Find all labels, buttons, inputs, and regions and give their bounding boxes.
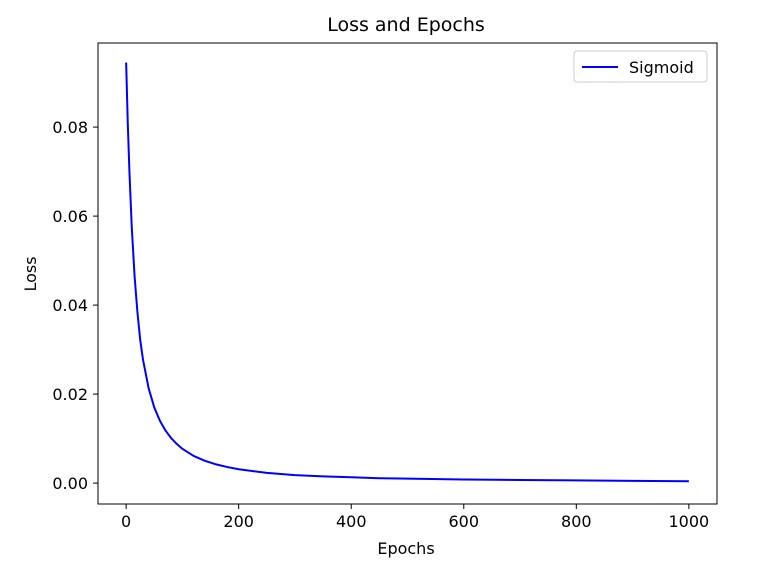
y-tick-label: 0.06 (52, 207, 88, 226)
x-tick-label: 600 (448, 512, 479, 531)
legend-label-sigmoid: Sigmoid (629, 58, 694, 77)
x-tick-label: 0 (121, 512, 131, 531)
y-axis-ticks: 0.00 0.02 0.04 0.06 0.08 (52, 118, 98, 493)
series-layer (125, 62, 689, 483)
plot-frame (97, 42, 718, 505)
y-tick-label: 0.08 (52, 118, 88, 137)
series-line-sigmoid (125, 62, 689, 483)
x-tick-label: 200 (223, 512, 254, 531)
y-tick-label: 0.02 (52, 385, 88, 404)
x-tick-label: 800 (561, 512, 592, 531)
legend-box (573, 50, 708, 83)
y-axis-label: Loss (21, 256, 40, 291)
x-tick-label: 1000 (669, 512, 710, 531)
y-tick-label: 0.04 (52, 296, 88, 315)
x-tick-label: 400 (336, 512, 367, 531)
x-axis-ticks: 0 200 400 600 800 1000 (121, 504, 709, 531)
legend: Sigmoid (573, 50, 708, 83)
y-tick-label: 0.00 (52, 474, 88, 493)
chart-title: Loss and Epochs (327, 14, 485, 36)
x-axis-label: Epochs (377, 539, 434, 558)
